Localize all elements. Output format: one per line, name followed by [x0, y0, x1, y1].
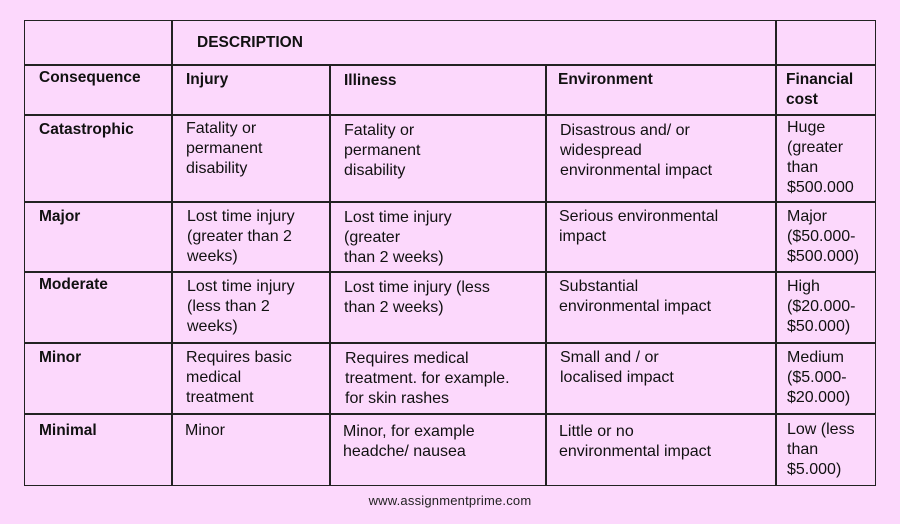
environment-cell: Serious environmental impact — [559, 208, 719, 245]
financial-cell: Low (less than $5.000) — [787, 421, 855, 478]
col-divider — [545, 64, 547, 485]
illness-cell: Minor, for example headche/ nausea — [343, 423, 475, 460]
consequence-label: Minor — [39, 349, 82, 366]
website-footer: www.assignmentprime.com — [368, 493, 532, 508]
consequence-label: Catastrophic — [39, 121, 134, 138]
consequence-label: Moderate — [39, 276, 108, 293]
environment-cell: Small and / or localised impact — [560, 349, 674, 386]
consequence-label: Major — [39, 208, 81, 225]
environment-cell: Little or no environmental impact — [559, 423, 712, 460]
financial-cell: Medium ($5.000- $20.000) — [787, 349, 851, 406]
col-divider — [775, 21, 777, 485]
header-consequence: Consequence — [39, 69, 141, 86]
illness-cell: Requires medical treatment. for example.… — [345, 350, 510, 407]
consequence-label: Minimal — [39, 422, 97, 439]
injury-cell: Fatality or permanent disability — [186, 120, 263, 177]
environment-cell: Disastrous and/ or widespread environmen… — [560, 122, 713, 179]
financial-cell: Major ($50.000- $500.000) — [787, 208, 860, 265]
header-financial-cost: Financial cost — [786, 71, 854, 108]
header-environment: Environment — [558, 71, 653, 88]
consequence-table — [24, 20, 876, 486]
row-divider — [25, 64, 875, 66]
illness-cell: Fatality or permanent disability — [344, 122, 421, 179]
financial-cell: High ($20.000- $50.000) — [787, 278, 856, 335]
illness-cell: Lost time injury (less than 2 weeks) — [344, 279, 490, 316]
col-divider — [171, 21, 173, 485]
environment-cell: Substantial environmental impact — [559, 278, 712, 315]
description-header: DESCRIPTION — [197, 34, 303, 51]
header-illness: Illiness — [344, 72, 397, 89]
row-divider — [25, 342, 875, 344]
header-injury: Injury — [186, 71, 229, 88]
row-divider — [25, 271, 875, 273]
col-divider — [329, 64, 331, 485]
financial-cell: Huge (greater than $500.000 — [787, 119, 854, 196]
injury-cell: Lost time injury (greater than 2 weeks) — [187, 208, 295, 265]
illness-cell: Lost time injury (greater than 2 weeks) — [344, 209, 452, 266]
injury-cell: Lost time injury (less than 2 weeks) — [187, 278, 295, 335]
row-divider — [25, 413, 875, 415]
row-divider — [25, 114, 875, 116]
injury-cell: Minor — [185, 422, 226, 439]
row-divider — [25, 201, 875, 203]
injury-cell: Requires basic medical treatment — [186, 349, 292, 406]
